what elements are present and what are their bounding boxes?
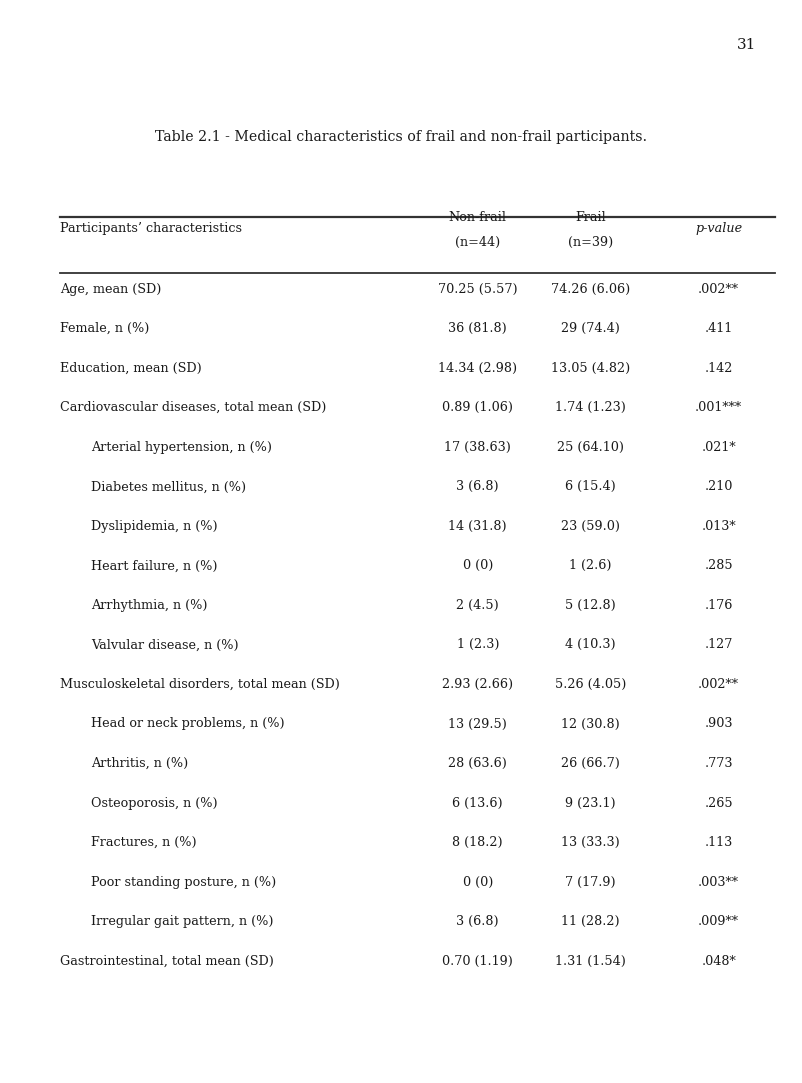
Text: 31: 31 (736, 38, 755, 52)
Text: .142: .142 (703, 362, 732, 375)
Text: 2.93 (2.66): 2.93 (2.66) (442, 678, 512, 691)
Text: 0.70 (1.19): 0.70 (1.19) (442, 954, 512, 968)
Text: Diabetes mellitus, n (%): Diabetes mellitus, n (%) (91, 480, 245, 494)
Text: (n=44): (n=44) (455, 236, 500, 249)
Text: .021*: .021* (700, 441, 735, 454)
Text: Education, mean (SD): Education, mean (SD) (60, 362, 202, 375)
Text: 9 (23.1): 9 (23.1) (564, 796, 615, 810)
Text: 4 (10.3): 4 (10.3) (564, 638, 615, 652)
Text: .285: .285 (703, 559, 732, 573)
Text: 29 (74.4): 29 (74.4) (560, 322, 619, 336)
Text: Age, mean (SD): Age, mean (SD) (60, 283, 161, 296)
Text: 13 (29.5): 13 (29.5) (448, 717, 507, 731)
Text: Musculoskeletal disorders, total mean (SD): Musculoskeletal disorders, total mean (S… (60, 678, 340, 691)
Text: Poor standing posture, n (%): Poor standing posture, n (%) (91, 875, 276, 889)
Text: 11 (28.2): 11 (28.2) (560, 915, 619, 928)
Text: .176: .176 (703, 599, 732, 612)
Text: 26 (66.7): 26 (66.7) (560, 757, 619, 770)
Text: .210: .210 (703, 480, 732, 494)
Text: 1 (2.6): 1 (2.6) (569, 559, 610, 573)
Text: .113: .113 (703, 836, 732, 849)
Text: .002**: .002** (697, 678, 739, 691)
Text: 5.26 (4.05): 5.26 (4.05) (554, 678, 625, 691)
Text: Osteoporosis, n (%): Osteoporosis, n (%) (91, 796, 217, 810)
Text: .048*: .048* (700, 954, 735, 968)
Text: .773: .773 (703, 757, 732, 770)
Text: 2 (4.5): 2 (4.5) (456, 599, 499, 612)
Text: .002**: .002** (697, 283, 739, 296)
Text: .003**: .003** (697, 875, 739, 889)
Text: Fractures, n (%): Fractures, n (%) (91, 836, 196, 849)
Text: Non-frail: Non-frail (448, 211, 506, 224)
Text: 1.74 (1.23): 1.74 (1.23) (554, 401, 625, 415)
Text: Cardiovascular diseases, total mean (SD): Cardiovascular diseases, total mean (SD) (60, 401, 326, 415)
Text: .013*: .013* (700, 520, 735, 533)
Text: 0 (0): 0 (0) (462, 875, 492, 889)
Text: 0 (0): 0 (0) (462, 559, 492, 573)
Text: .411: .411 (703, 322, 732, 336)
Text: 36 (81.8): 36 (81.8) (448, 322, 507, 336)
Text: 12 (30.8): 12 (30.8) (560, 717, 619, 731)
Text: 13 (33.3): 13 (33.3) (560, 836, 619, 849)
Text: .009**: .009** (697, 915, 739, 928)
Text: 25 (64.10): 25 (64.10) (556, 441, 623, 454)
Text: 14 (31.8): 14 (31.8) (448, 520, 507, 533)
Text: Participants’ characteristics: Participants’ characteristics (60, 222, 242, 235)
Text: 74.26 (6.06): 74.26 (6.06) (550, 283, 629, 296)
Text: Gastrointestinal, total mean (SD): Gastrointestinal, total mean (SD) (60, 954, 273, 968)
Text: 13.05 (4.82): 13.05 (4.82) (550, 362, 629, 375)
Text: Arthritis, n (%): Arthritis, n (%) (91, 757, 188, 770)
Text: 23 (59.0): 23 (59.0) (560, 520, 619, 533)
Text: 1 (2.3): 1 (2.3) (456, 638, 498, 652)
Text: 5 (12.8): 5 (12.8) (564, 599, 615, 612)
Text: Irregular gait pattern, n (%): Irregular gait pattern, n (%) (91, 915, 273, 928)
Text: Arrhythmia, n (%): Arrhythmia, n (%) (91, 599, 207, 612)
Text: 8 (18.2): 8 (18.2) (452, 836, 503, 849)
Text: .265: .265 (703, 796, 732, 810)
Text: (n=39): (n=39) (567, 236, 612, 249)
Text: Frail: Frail (574, 211, 605, 224)
Text: 28 (63.6): 28 (63.6) (448, 757, 507, 770)
Text: Head or neck problems, n (%): Head or neck problems, n (%) (91, 717, 284, 731)
Text: 3 (6.8): 3 (6.8) (456, 915, 499, 928)
Text: Heart failure, n (%): Heart failure, n (%) (91, 559, 217, 573)
Text: 7 (17.9): 7 (17.9) (564, 875, 615, 889)
Text: 6 (15.4): 6 (15.4) (564, 480, 615, 494)
Text: 0.89 (1.06): 0.89 (1.06) (442, 401, 512, 415)
Text: 14.34 (2.98): 14.34 (2.98) (438, 362, 516, 375)
Text: Valvular disease, n (%): Valvular disease, n (%) (91, 638, 238, 652)
Text: p-value: p-value (695, 222, 741, 235)
Text: 70.25 (5.57): 70.25 (5.57) (437, 283, 517, 296)
Text: 3 (6.8): 3 (6.8) (456, 480, 499, 494)
Text: 6 (13.6): 6 (13.6) (452, 796, 503, 810)
Text: .001***: .001*** (695, 401, 741, 415)
Text: 17 (38.63): 17 (38.63) (444, 441, 511, 454)
Text: Arterial hypertension, n (%): Arterial hypertension, n (%) (91, 441, 271, 454)
Text: Table 2.1 - Medical characteristics of frail and non-frail participants.: Table 2.1 - Medical characteristics of f… (156, 130, 646, 144)
Text: 1.31 (1.54): 1.31 (1.54) (554, 954, 625, 968)
Text: .903: .903 (703, 717, 732, 731)
Text: Dyslipidemia, n (%): Dyslipidemia, n (%) (91, 520, 217, 533)
Text: .127: .127 (703, 638, 732, 652)
Text: Female, n (%): Female, n (%) (60, 322, 149, 336)
